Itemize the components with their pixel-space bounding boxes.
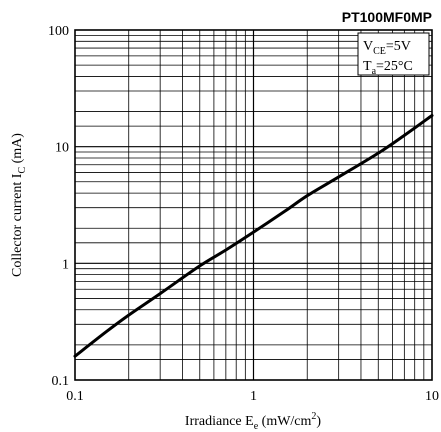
series-line	[73, 114, 434, 358]
x-tick-label: 10	[425, 389, 439, 404]
x-tick-label: 1	[250, 389, 257, 404]
conditions-box	[357, 32, 430, 76]
series-layer	[73, 114, 434, 358]
y-axis-label: Collector current IC (mA)	[10, 133, 28, 277]
grid	[75, 30, 432, 380]
y-tick-label: 10	[55, 141, 69, 156]
chart-title: PT100MF0MP	[342, 9, 432, 25]
y-tick-label: 0.1	[52, 374, 70, 389]
x-axis-label: Irradiance Ee (mW/cm2)	[185, 411, 322, 432]
condition-ta: Ta=25°C	[363, 59, 413, 77]
y-tick-label: 1	[62, 257, 69, 272]
x-tick-labels: 0.1 1 10	[66, 389, 439, 404]
condition-vce: VCE=5V	[363, 39, 411, 57]
y-tick-labels: 0.1 1 10 100	[48, 24, 69, 389]
y-tick-label: 100	[48, 24, 69, 39]
plot-frame	[74, 29, 433, 381]
x-tick-label: 0.1	[66, 389, 84, 404]
